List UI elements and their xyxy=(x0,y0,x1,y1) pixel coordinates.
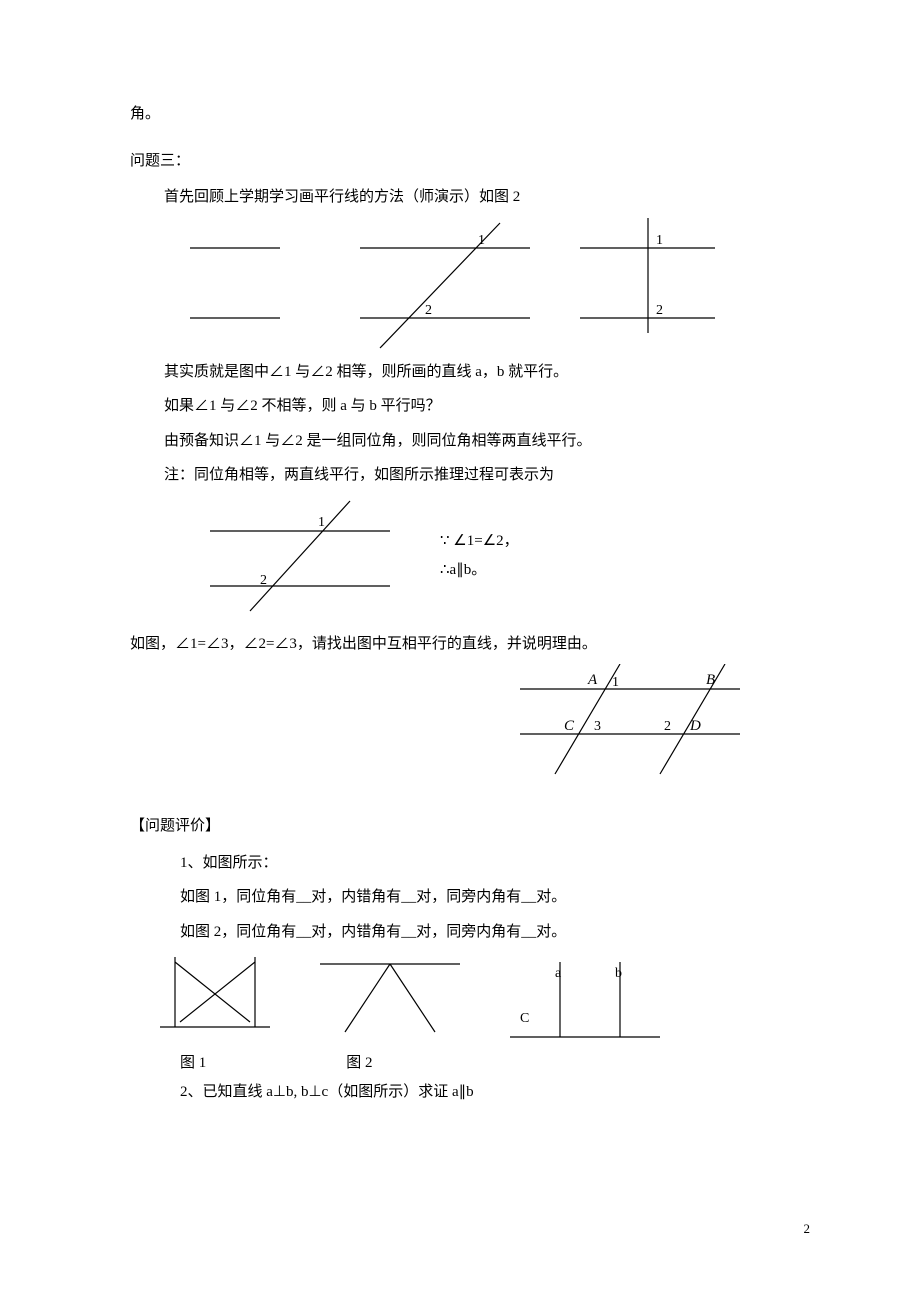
svg-text:C: C xyxy=(564,718,575,734)
svg-text:3: 3 xyxy=(594,719,601,734)
svg-text:a: a xyxy=(555,966,562,981)
q3-line5: 注：同位角相等，两直线平行，如图所示推理过程可表示为 xyxy=(164,461,790,490)
q3-title: 问题三： xyxy=(130,147,790,176)
q3-exercise: 如图，∠1=∠3，∠2=∠3，请找出图中互相平行的直线，并说明理由。 xyxy=(130,630,790,659)
figure-proof: 1 2 ∵ ∠1=∠2， ∴a∥b。 xyxy=(190,496,790,616)
figure-parallel-method: 1 2 1 2 xyxy=(130,218,790,358)
svg-text:1: 1 xyxy=(612,675,619,690)
svg-text:1: 1 xyxy=(656,233,663,248)
svg-text:1: 1 xyxy=(318,515,325,530)
proof-because: ∵ ∠1=∠2， xyxy=(440,527,519,556)
svg-text:2: 2 xyxy=(425,303,432,318)
eval-p1b: 如图 2，同位角有__对，内错角有__对，同旁内角有__对。 xyxy=(180,918,790,947)
svg-text:1: 1 xyxy=(478,233,485,248)
q3-line4: 由预备知识∠1 与∠2 是一组同位角，则同位角相等两直线平行。 xyxy=(164,427,790,456)
q3-line2: 其实质就是图中∠1 与∠2 相等，则所画的直线 a，b 就平行。 xyxy=(164,358,790,387)
svg-text:A: A xyxy=(587,672,598,688)
svg-text:B: B xyxy=(706,672,715,688)
caption-fig2: 图 2 xyxy=(346,1049,372,1078)
eval-p2: 2、已知直线 a⊥b, b⊥c（如图所示）求证 a∥b xyxy=(180,1078,790,1107)
page-number: 2 xyxy=(804,1217,811,1242)
svg-text:b: b xyxy=(615,966,622,981)
svg-text:2: 2 xyxy=(664,719,671,734)
eval-p1a: 如图 1，同位角有__对，内错角有__对，同旁内角有__对。 xyxy=(180,883,790,912)
proof-therefore: ∴a∥b。 xyxy=(440,556,519,585)
svg-text:2: 2 xyxy=(656,303,663,318)
svg-text:2: 2 xyxy=(260,573,267,588)
caption-fig1: 图 1 xyxy=(180,1049,206,1078)
figure-eval-row: a b C xyxy=(150,952,790,1047)
figure-abcd: A 1 B C 3 2 D xyxy=(510,664,790,784)
eval-heading: 【问题评价】 xyxy=(130,812,790,841)
svg-text:D: D xyxy=(689,718,701,734)
text-jiao: 角。 xyxy=(130,100,790,129)
eval-p1: 1、如图所示： xyxy=(180,849,790,878)
svg-text:C: C xyxy=(520,1011,529,1026)
q3-line3: 如果∠1 与∠2 不相等，则 a 与 b 平行吗？ xyxy=(164,392,790,421)
q3-line1: 首先回顾上学期学习画平行线的方法（师演示）如图 2 xyxy=(164,183,790,212)
